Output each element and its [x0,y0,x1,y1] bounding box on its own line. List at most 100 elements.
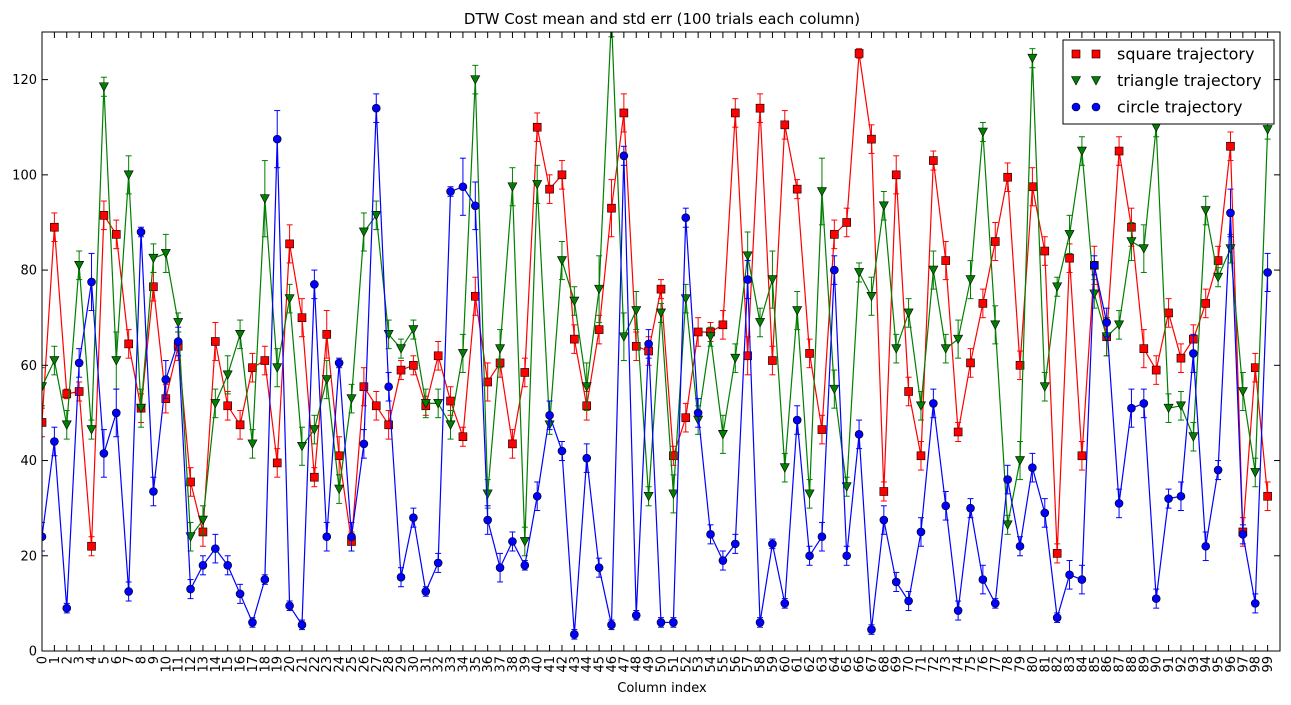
data-point [334,358,344,368]
x-tick-label: 81 [1038,656,1053,673]
data-point [816,187,827,197]
data-point [223,401,232,411]
data-point [111,408,121,418]
data-point [223,560,232,570]
data-point [570,630,579,639]
x-tick-label: 32 [432,656,447,673]
x-tick-label: 39 [518,656,533,673]
data-point [1015,456,1026,466]
data-point [669,618,678,627]
x-tick-label: 38 [506,656,521,673]
data-point [644,339,653,349]
data-point [149,282,158,292]
data-point [297,620,307,630]
data-point [582,453,592,463]
data-point [235,420,245,430]
x-tick-label: 35 [469,656,484,673]
data-point [86,425,97,435]
x-tick-label: 31 [419,656,434,673]
data-point [1189,349,1198,358]
x-tick-label: 26 [357,656,372,673]
data-point [371,103,381,113]
data-point [779,463,790,473]
x-tick-label: 0 [36,656,51,664]
data-point [1027,53,1038,64]
data-point [879,487,889,496]
data-point [916,451,926,461]
x-tick-label: 1 [48,656,63,664]
data-point [149,487,158,496]
data-point [62,389,72,399]
data-point [272,134,282,144]
x-tick-label: 29 [395,656,410,673]
data-point [260,575,270,584]
data-point [508,439,517,449]
x-tick-label: 55 [716,656,731,673]
data-point [1090,261,1099,270]
data-point [49,356,60,366]
data-point [1151,365,1161,375]
x-tick-label: 67 [865,656,880,673]
data-point [706,530,715,539]
x-tick-label: 4 [85,656,100,664]
legend-label: square trajectory [1117,45,1254,64]
x-tick-label: 64 [828,656,843,673]
data-point [1052,549,1062,558]
data-point [1200,206,1211,216]
x-tick-label: 77 [989,656,1004,673]
data-point [74,358,84,368]
data-point [792,184,802,194]
data-point [916,527,926,537]
data-point [830,230,839,239]
data-point [556,256,567,266]
data-point [903,308,914,319]
legend-marker [1091,102,1101,112]
data-point [594,325,604,334]
data-point [1250,599,1260,608]
data-point [878,201,889,211]
series-line [42,32,1269,542]
x-tick-label: 71 [914,656,929,673]
x-tick-label: 76 [976,656,991,673]
data-point [1065,253,1074,263]
x-tick-label: 27 [370,656,385,673]
data-point [470,291,480,301]
series-line [42,53,1269,554]
data-point [1040,508,1050,518]
data-point [1015,361,1025,370]
data-point [1127,403,1136,413]
data-point [272,458,282,468]
data-point [495,563,505,572]
error-bar [42,367,45,407]
data-point [1263,268,1272,277]
x-tick-label: 62 [803,656,818,673]
y-tick-label: 40 [20,454,37,469]
x-tick-label: 12 [184,656,199,673]
data-point [396,365,406,375]
data-point [1064,230,1075,240]
x-tick-label: 48 [630,656,645,673]
data-point [1139,399,1149,408]
data-point [656,308,666,319]
data-point [730,539,740,549]
data-point [409,513,418,522]
data-point [730,353,741,364]
data-point [433,558,443,568]
x-tick-label: 72 [927,656,942,673]
x-tick-label: 17 [246,656,261,673]
x-tick-label: 10 [159,656,174,673]
data-point [272,363,283,373]
data-point [929,156,938,165]
data-point [285,239,294,249]
data-point [1114,146,1124,156]
data-point [1114,499,1124,508]
data-point [124,587,133,596]
x-tick-label: 99 [1261,656,1276,673]
data-point [1102,318,1111,327]
data-point [457,349,468,359]
x-tick-label: 51 [667,656,682,673]
data-point [446,187,455,196]
data-point [829,384,840,395]
x-tick-label: 94 [1199,656,1214,673]
data-point [520,368,530,377]
